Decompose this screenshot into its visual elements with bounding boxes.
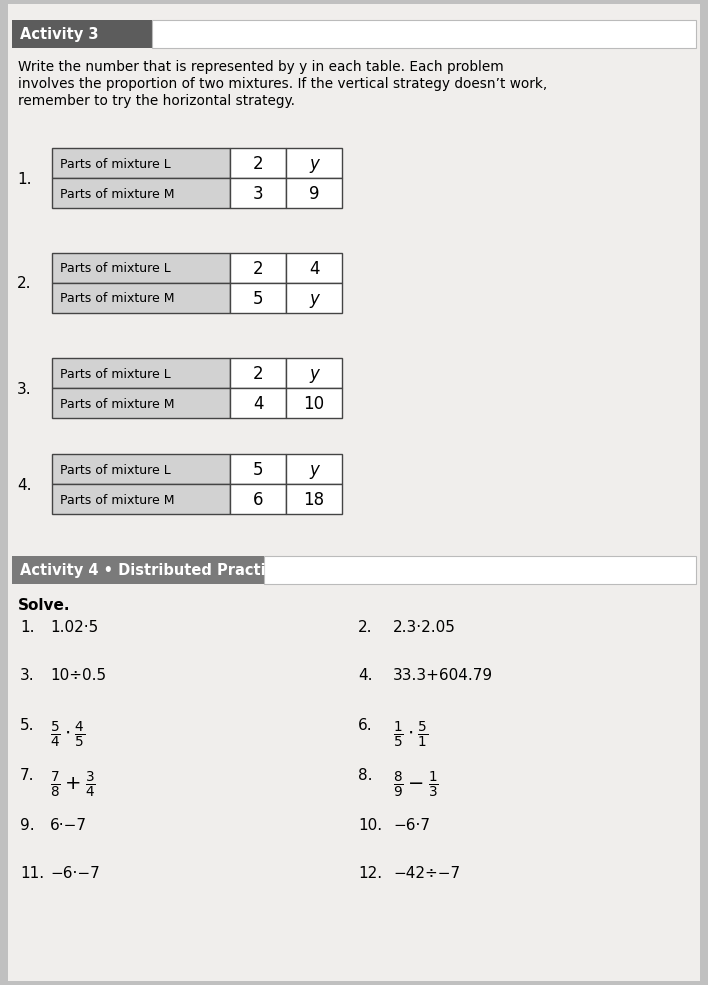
- Text: 4.: 4.: [17, 478, 31, 492]
- FancyBboxPatch shape: [286, 178, 342, 208]
- Text: −42÷−7: −42÷−7: [393, 866, 460, 881]
- Text: $\frac{5}{4}\cdot\frac{4}{5}$: $\frac{5}{4}\cdot\frac{4}{5}$: [50, 720, 86, 750]
- Text: 2.: 2.: [17, 277, 31, 292]
- Text: y: y: [309, 461, 319, 479]
- Text: involves the proportion of two mixtures. If the vertical strategy doesn’t work,: involves the proportion of two mixtures.…: [18, 77, 547, 91]
- Text: Parts of mixture M: Parts of mixture M: [60, 493, 174, 506]
- Text: Parts of mixture L: Parts of mixture L: [60, 158, 171, 170]
- Text: 3.: 3.: [17, 381, 32, 397]
- FancyBboxPatch shape: [52, 253, 230, 283]
- Text: 1.: 1.: [17, 171, 31, 186]
- Text: Activity 4 • Distributed Practice: Activity 4 • Distributed Practice: [20, 563, 284, 578]
- Text: Parts of mixture L: Parts of mixture L: [60, 367, 171, 380]
- FancyBboxPatch shape: [286, 148, 342, 178]
- Text: Parts of mixture L: Parts of mixture L: [60, 262, 171, 276]
- Text: Parts of mixture M: Parts of mixture M: [60, 293, 174, 305]
- FancyBboxPatch shape: [286, 283, 342, 313]
- Text: $\frac{1}{5}\cdot\frac{5}{1}$: $\frac{1}{5}\cdot\frac{5}{1}$: [393, 720, 428, 750]
- Text: Parts of mixture M: Parts of mixture M: [60, 398, 174, 411]
- Text: 10÷0.5: 10÷0.5: [50, 668, 106, 683]
- Text: 4: 4: [253, 395, 263, 413]
- FancyBboxPatch shape: [8, 4, 700, 981]
- FancyBboxPatch shape: [52, 388, 230, 418]
- Text: 12.: 12.: [358, 866, 382, 881]
- FancyBboxPatch shape: [12, 20, 152, 48]
- FancyBboxPatch shape: [286, 358, 342, 388]
- Text: 10: 10: [304, 395, 324, 413]
- Text: Parts of mixture M: Parts of mixture M: [60, 187, 174, 201]
- FancyBboxPatch shape: [230, 484, 286, 514]
- Text: Activity 3: Activity 3: [20, 28, 98, 42]
- FancyBboxPatch shape: [286, 253, 342, 283]
- Text: 5: 5: [253, 461, 263, 479]
- FancyBboxPatch shape: [12, 556, 264, 584]
- Text: $\frac{7}{8}+\frac{3}{4}$: $\frac{7}{8}+\frac{3}{4}$: [50, 770, 96, 800]
- Text: 2: 2: [253, 365, 263, 383]
- Text: 5.: 5.: [20, 718, 35, 733]
- Text: remember to try the horizontal strategy.: remember to try the horizontal strategy.: [18, 94, 295, 108]
- FancyBboxPatch shape: [286, 484, 342, 514]
- FancyBboxPatch shape: [230, 253, 286, 283]
- Text: 4.: 4.: [358, 668, 372, 683]
- Text: 2: 2: [253, 155, 263, 173]
- FancyBboxPatch shape: [230, 388, 286, 418]
- FancyBboxPatch shape: [230, 283, 286, 313]
- Text: 6.: 6.: [358, 718, 372, 733]
- FancyBboxPatch shape: [264, 556, 696, 584]
- FancyBboxPatch shape: [286, 454, 342, 484]
- Text: 5: 5: [253, 290, 263, 308]
- Text: 2.: 2.: [358, 620, 372, 635]
- Text: 3: 3: [253, 185, 263, 203]
- Text: −6·−7: −6·−7: [50, 866, 100, 881]
- Text: 2: 2: [253, 260, 263, 278]
- Text: 9.: 9.: [20, 818, 35, 833]
- Text: 4: 4: [309, 260, 319, 278]
- Text: 10.: 10.: [358, 818, 382, 833]
- FancyBboxPatch shape: [230, 178, 286, 208]
- FancyBboxPatch shape: [52, 148, 230, 178]
- FancyBboxPatch shape: [230, 358, 286, 388]
- Text: 7.: 7.: [20, 768, 35, 783]
- Text: 6·−7: 6·−7: [50, 818, 87, 833]
- Text: 9: 9: [309, 185, 319, 203]
- Text: 1.02·5: 1.02·5: [50, 620, 98, 635]
- Text: 1.: 1.: [20, 620, 35, 635]
- Text: 11.: 11.: [20, 866, 44, 881]
- FancyBboxPatch shape: [286, 388, 342, 418]
- Text: 3.: 3.: [20, 668, 35, 683]
- Text: y: y: [309, 290, 319, 308]
- FancyBboxPatch shape: [52, 283, 230, 313]
- FancyBboxPatch shape: [52, 484, 230, 514]
- FancyBboxPatch shape: [52, 454, 230, 484]
- Text: Solve.: Solve.: [18, 598, 71, 613]
- FancyBboxPatch shape: [52, 358, 230, 388]
- Text: 6: 6: [253, 491, 263, 509]
- Text: y: y: [309, 365, 319, 383]
- Text: Parts of mixture L: Parts of mixture L: [60, 464, 171, 477]
- FancyBboxPatch shape: [152, 20, 696, 48]
- FancyBboxPatch shape: [230, 454, 286, 484]
- FancyBboxPatch shape: [230, 148, 286, 178]
- Text: 8.: 8.: [358, 768, 372, 783]
- Text: $\frac{8}{9}-\frac{1}{3}$: $\frac{8}{9}-\frac{1}{3}$: [393, 770, 439, 800]
- Text: 2.3·2.05: 2.3·2.05: [393, 620, 456, 635]
- Text: 18: 18: [304, 491, 324, 509]
- Text: Write the number that is represented by y in each table. Each problem: Write the number that is represented by …: [18, 60, 504, 74]
- Text: 33.3+604.79: 33.3+604.79: [393, 668, 493, 683]
- FancyBboxPatch shape: [52, 178, 230, 208]
- Text: −6·7: −6·7: [393, 818, 430, 833]
- Text: y: y: [309, 155, 319, 173]
